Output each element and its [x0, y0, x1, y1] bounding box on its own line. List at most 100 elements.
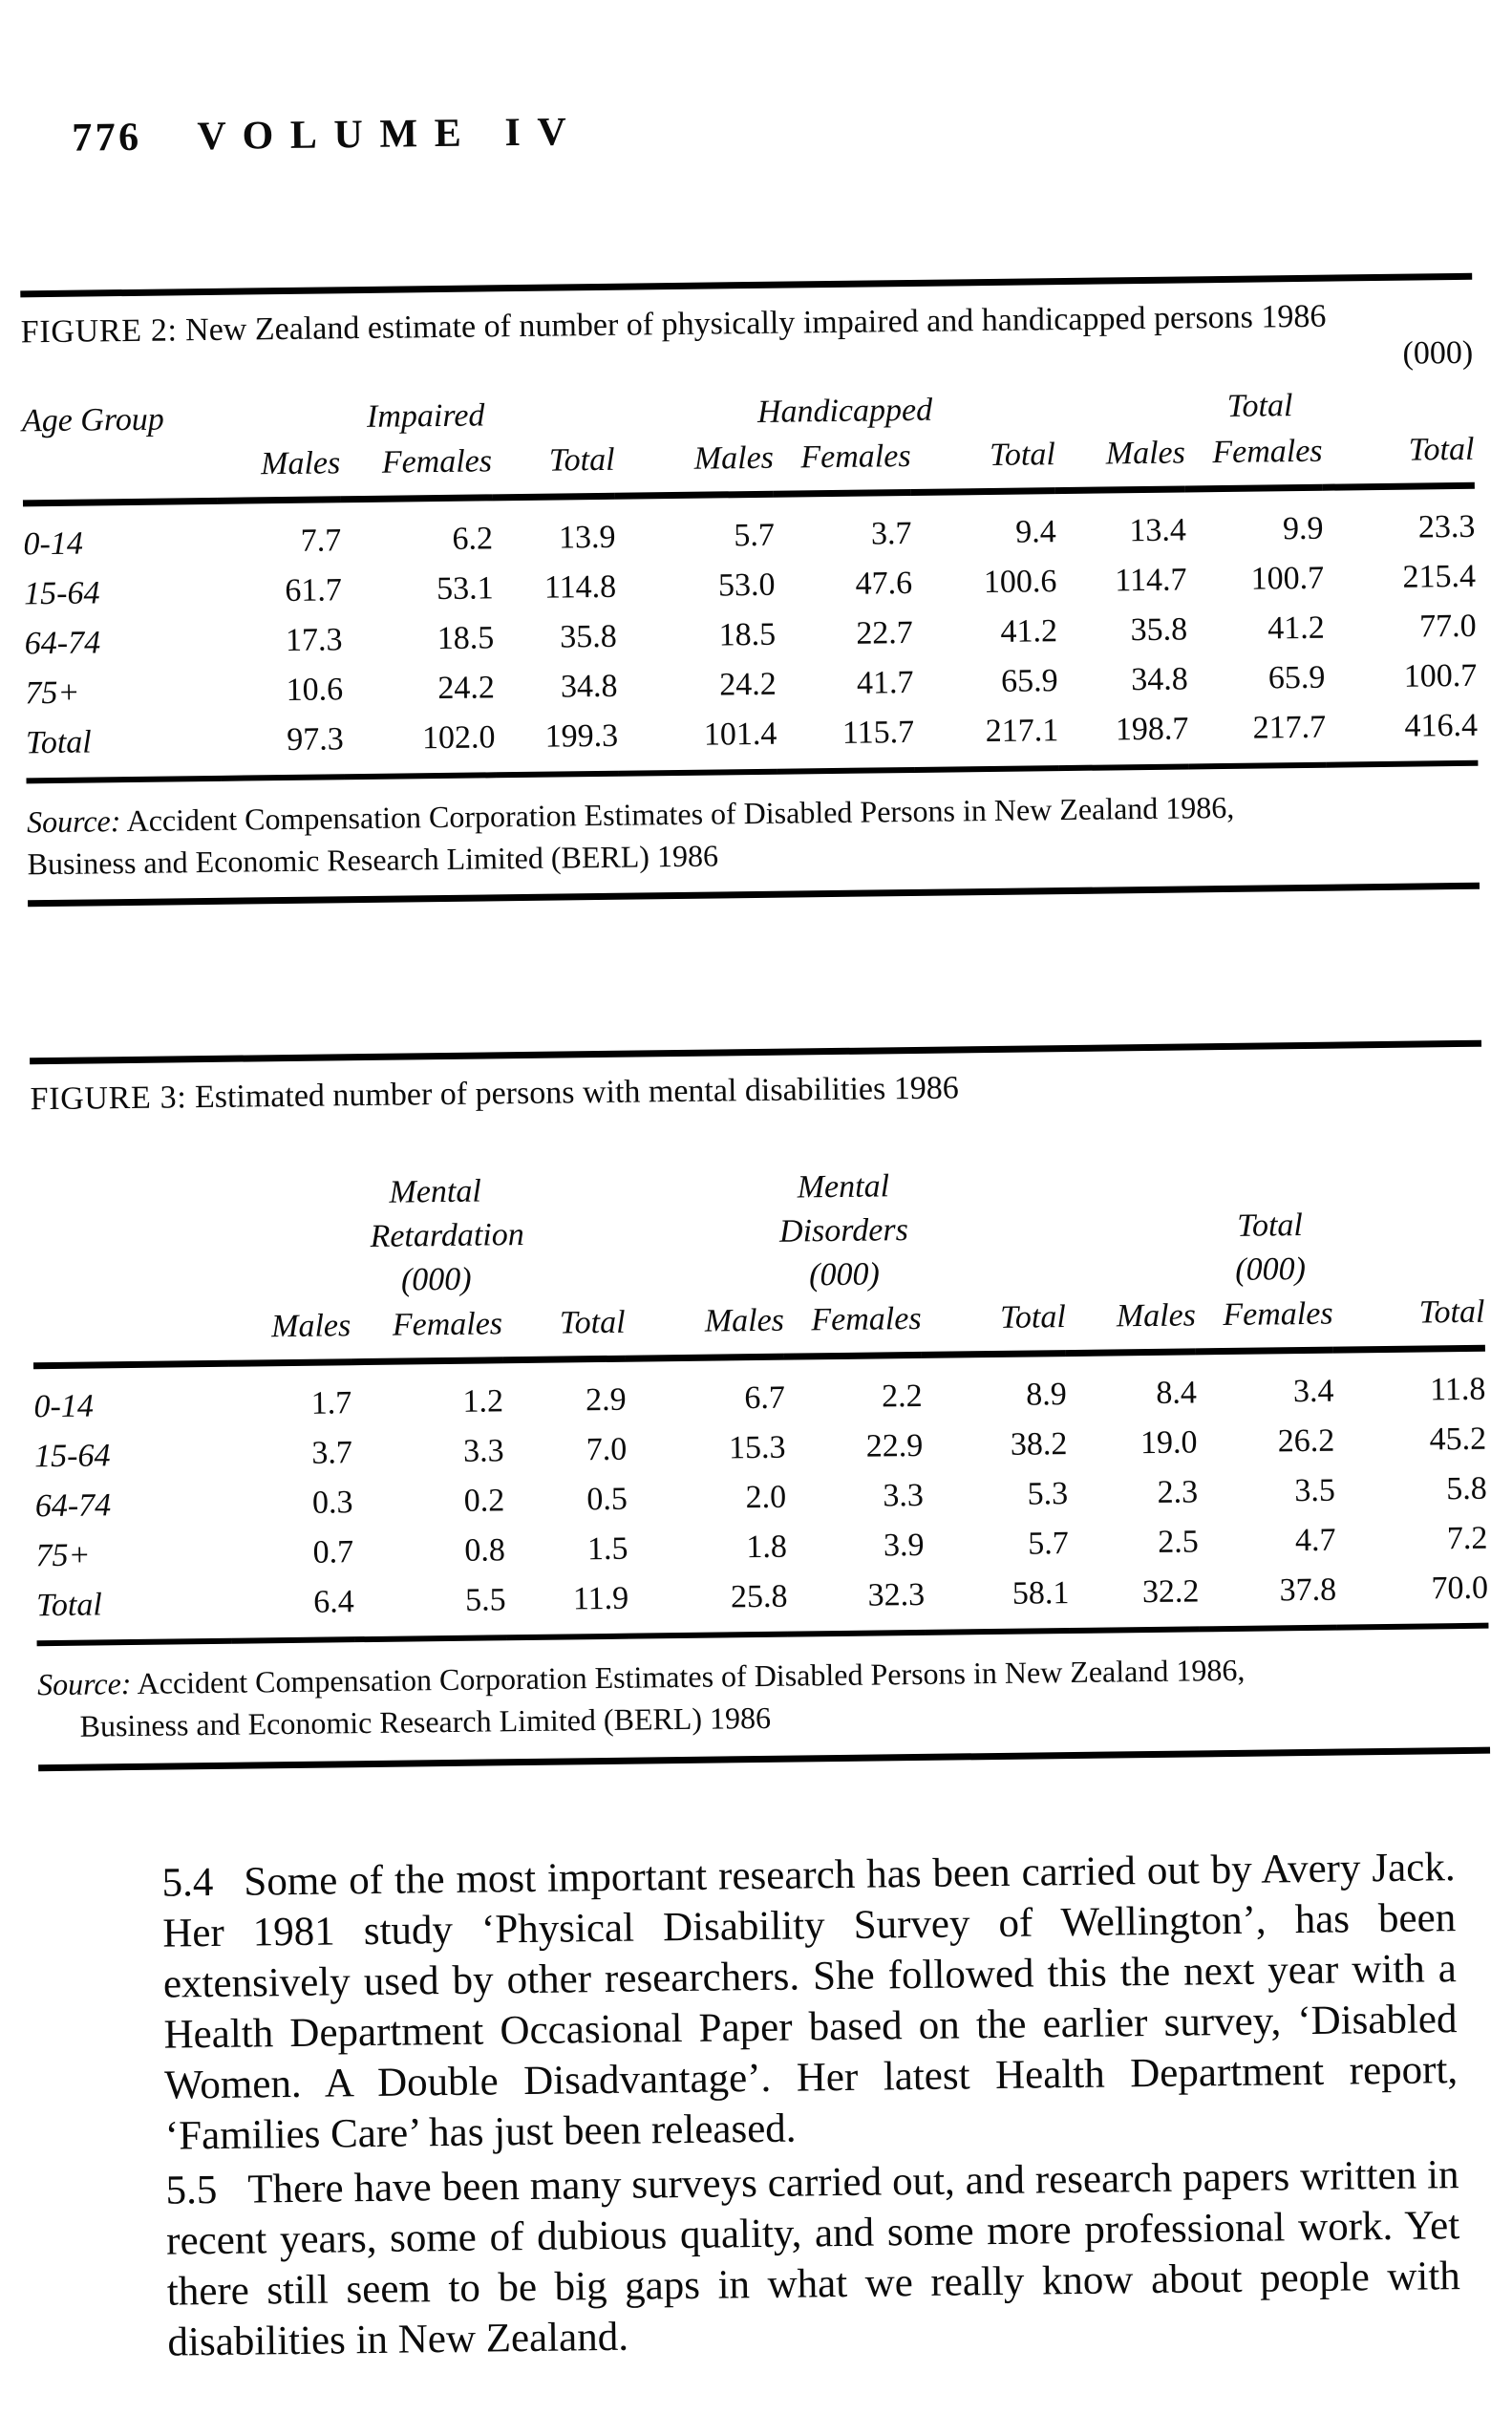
table-cell: 0.8	[464, 1532, 506, 1569]
volume-label: VOLUME IV	[197, 110, 584, 160]
figure2-table-body: 0-14 7.7 6.2 13.9 5.7 3.7 9.4 13.4 9.9 23.3 15-64 6…	[23, 485, 1479, 781]
table-cell: 11.8	[1429, 1371, 1486, 1408]
figure2-label: FIGURE 2:	[20, 312, 178, 351]
running-header: 776 VOLUME IV	[72, 98, 1470, 161]
table-cell: 8.9	[1026, 1377, 1068, 1413]
column-header-total: Total	[491, 437, 616, 498]
group-header-impaired: Impaired	[366, 397, 485, 435]
table-cell: 0.5	[586, 1481, 628, 1518]
table-cell: 32.3	[787, 1570, 926, 1635]
source-line1: Accident Compensation Corporation Estima…	[137, 1652, 1246, 1700]
column-header-females: Females	[350, 1301, 503, 1362]
group-label: Mental Disorders	[778, 1168, 909, 1250]
table-cell: 4.7	[1294, 1522, 1336, 1559]
column-header-males: Males	[227, 1303, 351, 1364]
table-cell: 1.7	[310, 1385, 352, 1421]
table-cell: 7.0	[586, 1431, 628, 1468]
table-cell: 2.3	[1157, 1474, 1199, 1510]
table-cell: 2.0	[745, 1479, 787, 1516]
figure3-title: FIGURE 3: Estimated number of persons wi…	[30, 1064, 1481, 1119]
table-cell: 5.7	[734, 517, 776, 554]
table-cell: 37.8	[1199, 1565, 1337, 1630]
source-label: Source:	[36, 1666, 132, 1702]
page-content: 776 VOLUME IV FIGURE 2: New Zealand estim…	[17, 0, 1498, 2369]
figure2-table-head: Age Group Impaired Handicapped Total Mal…	[22, 381, 1475, 503]
page-number: 776	[72, 115, 142, 160]
figure2-source: Source: Accident Compensation Corporatio…	[27, 783, 1480, 886]
column-header-females: Females	[339, 438, 493, 500]
table-cell: 26.2	[1277, 1422, 1335, 1460]
table-cell: 22.7	[856, 614, 914, 652]
column-header-females: Females	[1184, 428, 1323, 489]
table-cell: 97.3	[220, 715, 345, 779]
table-cell: 0.2	[463, 1483, 505, 1519]
figure3-table-body: 0-14 1.7 1.2 2.9 6.7 2.2 8.9 8.4 3.4 11.8 15-64 3.7…	[33, 1348, 1489, 1644]
header-spacer	[32, 1173, 228, 1307]
row-label: 64-74	[34, 1487, 112, 1525]
table-cell: 6.7	[744, 1379, 786, 1417]
table-cell: 5.8	[1445, 1470, 1487, 1507]
table-cell: 17.3	[285, 622, 343, 658]
source-line2: Business and Economic Research Limited (…	[27, 838, 719, 882]
source-label: Source:	[26, 803, 121, 840]
paragraph-5-5: 5.5 There have been many surveys carried …	[165, 2149, 1460, 2368]
table-cell: 53.0	[717, 566, 776, 604]
table-cell: 8.4	[1156, 1375, 1198, 1411]
header-spacer	[1322, 381, 1474, 429]
table-cell: 114.8	[543, 568, 617, 606]
table-cell: 47.6	[855, 565, 913, 602]
group-header-total: Total	[1226, 388, 1293, 424]
horizontal-rule	[38, 1746, 1491, 1772]
figure3-table-head: Mental Retardation (000) Mental Disorder…	[32, 1158, 1485, 1366]
column-header-total: Total	[1322, 426, 1475, 488]
table-cell: 2.5	[1158, 1524, 1200, 1560]
table-cell: 34.8	[1131, 661, 1188, 698]
table-cell: 23.3	[1417, 508, 1476, 545]
table-cell: 65.9	[1000, 663, 1058, 699]
row-label: 64-74	[24, 625, 101, 662]
paragraph-5-4: 5.4 Some of the most important research h…	[161, 1842, 1459, 2162]
table-cell: 7.7	[300, 523, 342, 559]
table-cell: 6.4	[230, 1577, 355, 1641]
table-cell: 65.9	[1267, 659, 1326, 696]
group-label: Mental Retardation	[370, 1173, 524, 1254]
table-cell: 115.7	[777, 707, 915, 772]
table-cell: 15.3	[728, 1429, 786, 1466]
paragraph-number: 5.4	[161, 1860, 214, 1906]
age-group-header: Age Group	[21, 401, 165, 439]
table-cell: 11.9	[505, 1573, 629, 1638]
table-cell: 5.7	[1027, 1526, 1069, 1562]
table-cell: 35.8	[1130, 611, 1188, 649]
table-cell: 41.7	[856, 664, 914, 701]
table-cell: 13.9	[558, 519, 616, 556]
row-label: Total	[25, 716, 222, 781]
group-header-mental-retardation: Mental Retardation (000)	[226, 1169, 524, 1305]
figure3-source: Source: Accident Compensation Corporatio…	[37, 1646, 1490, 1748]
group-header-total: Total (000)	[1064, 1160, 1332, 1294]
body-text: 5.4 Some of the most important research h…	[161, 1842, 1460, 2368]
table-cell: 24.2	[437, 670, 496, 707]
paragraph-text: Some of the most important research has …	[162, 1845, 1459, 2159]
column-header-males: Males	[625, 1297, 785, 1359]
table-cell: 3.3	[462, 1433, 504, 1469]
column-header-total: Total	[501, 1299, 627, 1360]
table-cell: 3.4	[1292, 1373, 1334, 1410]
header-spacer	[920, 1163, 1066, 1296]
column-header-females: Females	[783, 1295, 923, 1357]
group-unit: (000)	[1235, 1250, 1307, 1288]
horizontal-rule	[30, 1039, 1482, 1065]
table-cell: 22.9	[865, 1427, 924, 1464]
paragraph-text: There have been many surveys carried out…	[165, 2152, 1461, 2365]
table-cell: 2.2	[881, 1378, 923, 1415]
table-cell: 3.7	[870, 515, 912, 552]
group-header-row: Mental Retardation (000) Mental Disorder…	[32, 1158, 1485, 1308]
table-cell: 9.9	[1282, 510, 1324, 547]
table-cell: 3.3	[883, 1477, 925, 1514]
table-cell: 100.7	[1403, 657, 1478, 695]
table-cell: 6.2	[452, 521, 494, 557]
table-cell: 199.3	[495, 711, 619, 776]
table-cell: 53.1	[436, 570, 494, 608]
table-cell: 18.5	[437, 620, 495, 657]
table-cell: 13.4	[1129, 512, 1187, 549]
